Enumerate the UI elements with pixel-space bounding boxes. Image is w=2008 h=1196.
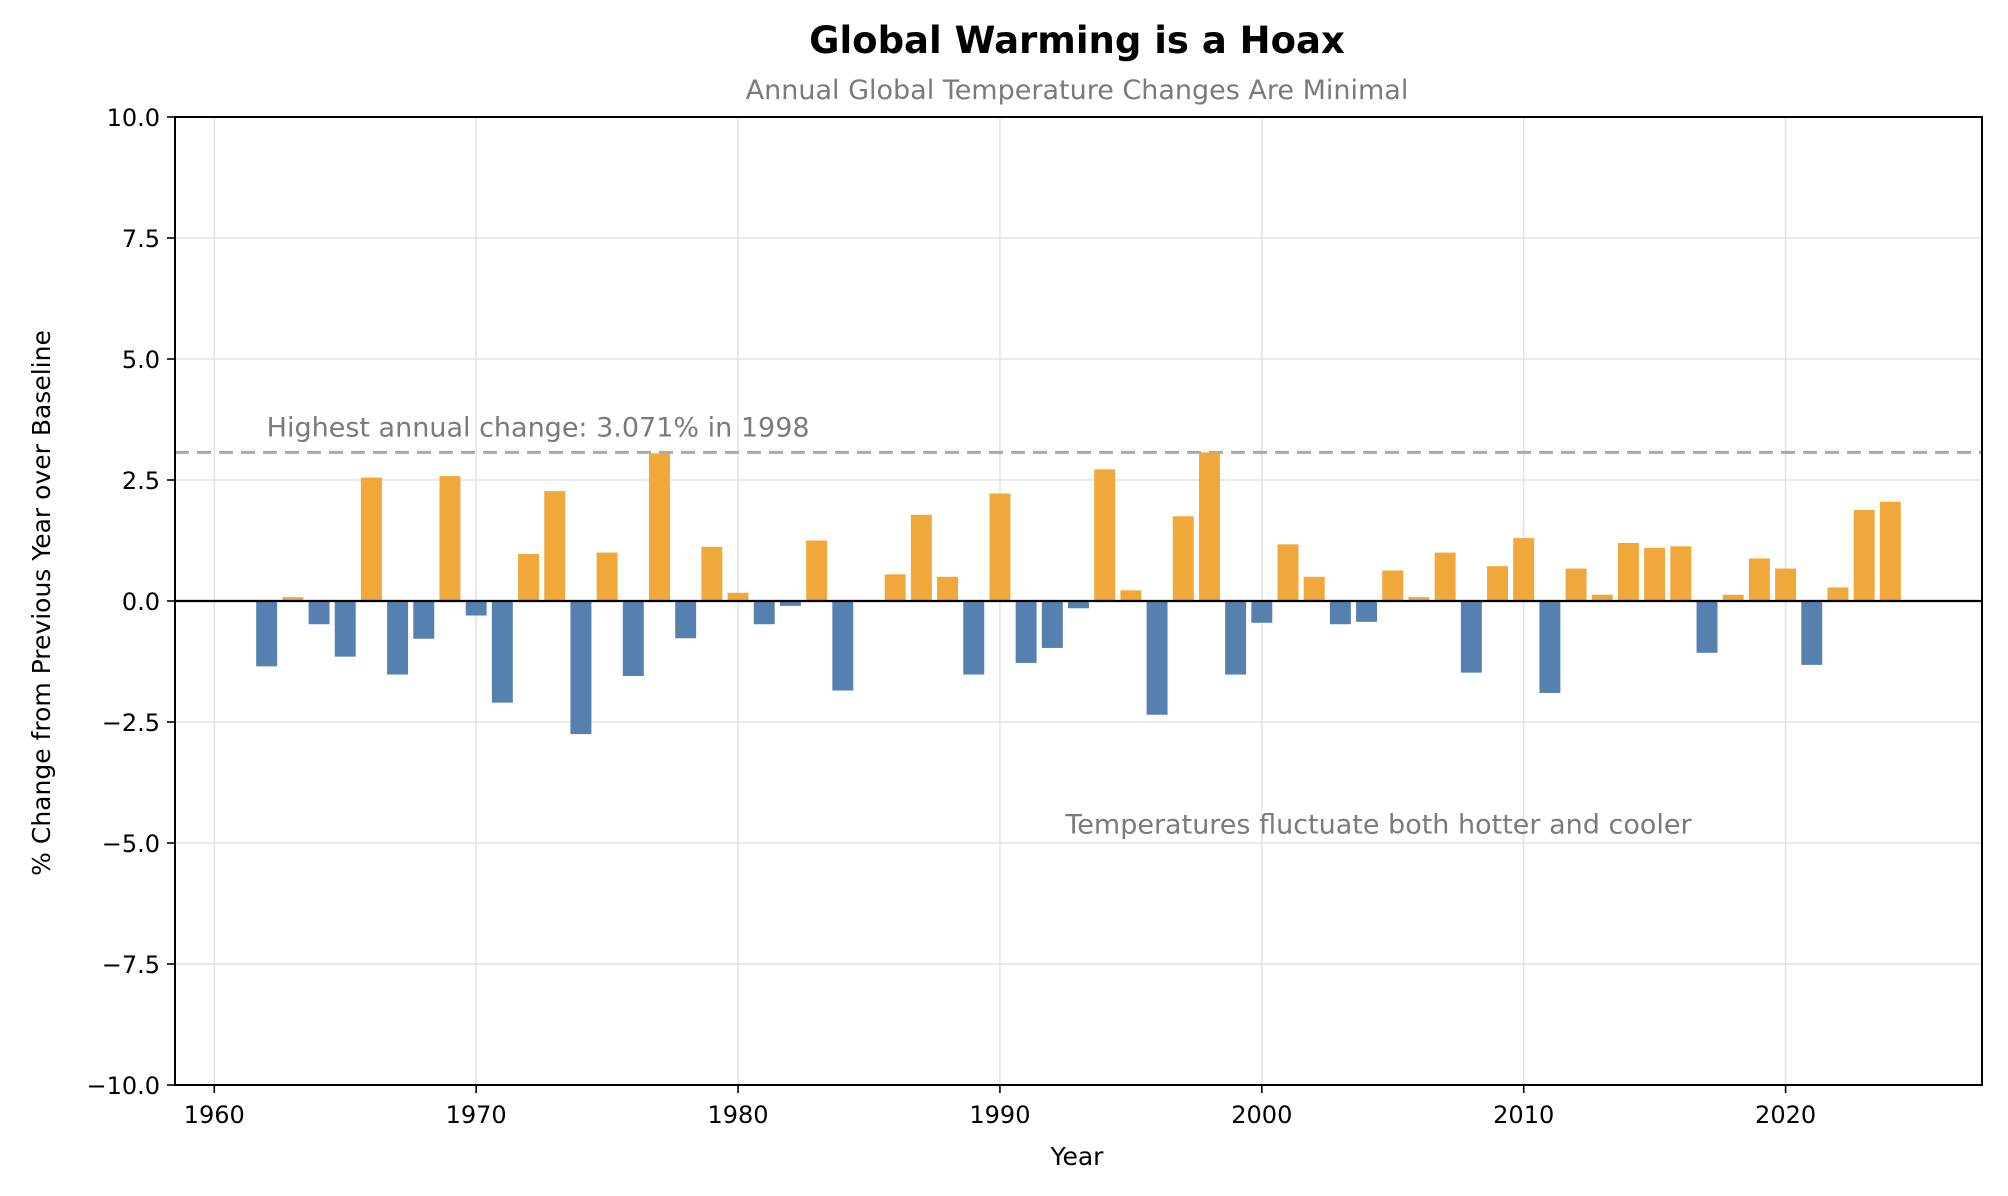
bar-1979 <box>701 546 723 601</box>
chart-title: Global Warming is a Hoax <box>809 19 1345 62</box>
fluctuation-annotation: Temperatures fluctuate both hotter and c… <box>1064 809 1692 840</box>
bar-1965 <box>334 601 356 657</box>
bar-1974 <box>570 601 592 735</box>
bar-2004 <box>1356 601 1378 622</box>
bar-1997 <box>1172 516 1194 601</box>
bar-1989 <box>963 601 985 675</box>
bar-2017 <box>1696 601 1718 653</box>
bar-1972 <box>518 554 540 601</box>
bar-2011 <box>1539 601 1561 693</box>
y-tick-label: −7.5 <box>102 951 160 979</box>
max-change-annotation: Highest annual change: 3.071% in 1998 <box>267 412 810 443</box>
bar-2009 <box>1487 566 1508 601</box>
bar-1971 <box>491 601 513 703</box>
bar-1973 <box>544 491 566 601</box>
bars-layer <box>256 452 1901 735</box>
bar-1975 <box>596 552 618 601</box>
y-tick-label: 2.5 <box>122 467 160 495</box>
bar-1987 <box>910 514 932 601</box>
bar-1994 <box>1094 469 1116 601</box>
bar-1980 <box>727 592 749 601</box>
bar-1976 <box>622 601 644 677</box>
bar-1968 <box>413 601 435 639</box>
bar-2013 <box>1591 594 1613 601</box>
bar-1996 <box>1146 601 1168 715</box>
bar-2018 <box>1722 594 1744 601</box>
bar-1984 <box>832 601 854 691</box>
y-tick-label: 10.0 <box>107 104 160 132</box>
bar-2021 <box>1801 601 1823 665</box>
x-tick-label: 1980 <box>708 1101 769 1129</box>
bar-1966 <box>360 477 382 601</box>
bar-2001 <box>1277 544 1299 601</box>
bar-2024 <box>1879 501 1901 601</box>
bar-1998 <box>1198 452 1220 601</box>
bar-1992 <box>1041 601 1063 648</box>
x-tick-label: 1960 <box>184 1101 245 1129</box>
x-tick-label: 1990 <box>969 1101 1030 1129</box>
bar-1995 <box>1120 590 1142 601</box>
y-tick-label: 0.0 <box>122 588 160 616</box>
bar-2014 <box>1617 542 1639 601</box>
bar-1964 <box>308 601 330 625</box>
bar-2020 <box>1775 568 1797 601</box>
bar-1970 <box>465 601 487 616</box>
bar-1981 <box>753 601 775 625</box>
y-tick-label: 7.5 <box>122 225 160 253</box>
bar-1962 <box>256 601 278 667</box>
bar-1977 <box>649 453 670 601</box>
y-axis-label: % Change from Previous Year over Baselin… <box>27 330 56 876</box>
chart-subtitle: Annual Global Temperature Changes Are Mi… <box>746 75 1409 106</box>
x-tick-label: 2010 <box>1493 1101 1554 1129</box>
bar-2008 <box>1460 601 1482 673</box>
bar-1983 <box>806 540 828 601</box>
y-tick-label: −10.0 <box>86 1072 160 1100</box>
bar-1963 <box>282 597 304 601</box>
bar-2022 <box>1827 587 1849 601</box>
bar-1988 <box>937 576 959 601</box>
bar-2023 <box>1853 510 1875 601</box>
bar-2012 <box>1565 568 1587 601</box>
bar-1991 <box>1015 601 1037 663</box>
bar-1990 <box>989 493 1011 601</box>
bar-1999 <box>1225 601 1247 675</box>
bar-2019 <box>1748 558 1770 601</box>
bar-2005 <box>1382 570 1404 601</box>
axis-ticks: 1960 1970 1980 1990 2000 2010 2020 −10.0 −7.5 −5.… <box>86 104 1816 1129</box>
bar-2006 <box>1408 597 1430 601</box>
y-tick-label: −5.0 <box>102 830 160 858</box>
bar-1982 <box>779 601 801 606</box>
x-tick-label: 1970 <box>446 1101 507 1129</box>
bar-1986 <box>884 574 906 601</box>
bar-2015 <box>1644 547 1666 601</box>
bar-2016 <box>1670 546 1692 601</box>
x-tick-label: 2020 <box>1755 1101 1816 1129</box>
bar-2007 <box>1434 552 1456 601</box>
y-tick-label: 5.0 <box>122 346 160 374</box>
bar-2002 <box>1303 576 1325 601</box>
bar-2010 <box>1513 538 1535 601</box>
bar-2003 <box>1329 601 1351 625</box>
bar-2000 <box>1251 601 1273 623</box>
y-tick-label: −2.5 <box>102 709 160 737</box>
bar-1969 <box>439 476 461 601</box>
bar-1967 <box>387 601 409 675</box>
bar-1978 <box>675 601 697 639</box>
bar-1993 <box>1068 601 1089 609</box>
x-tick-label: 2000 <box>1231 1101 1292 1129</box>
x-axis-label: Year <box>1050 1142 1105 1171</box>
